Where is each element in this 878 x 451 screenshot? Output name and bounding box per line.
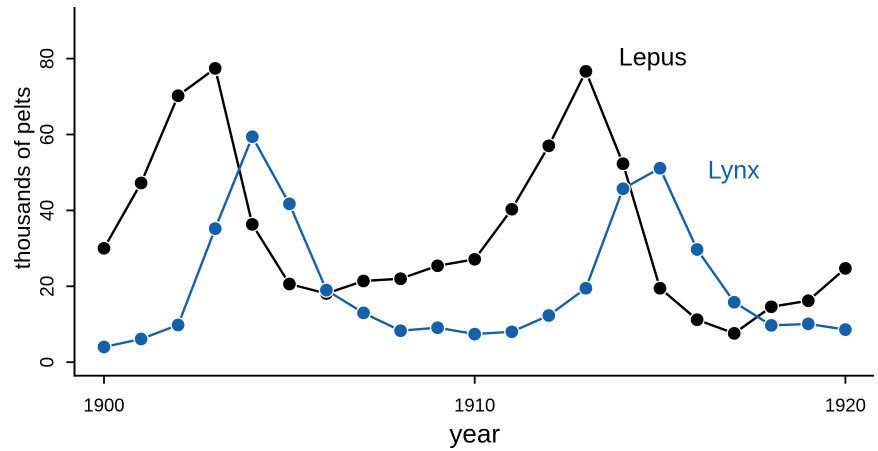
svg-text:1920: 1920	[825, 395, 866, 416]
svg-text:thousands of pelts: thousands of pelts	[10, 87, 35, 270]
svg-text:1910: 1910	[454, 395, 495, 416]
svg-text:1900: 1900	[83, 395, 124, 416]
svg-text:Lynx: Lynx	[708, 156, 760, 184]
svg-text:Lepus: Lepus	[619, 43, 687, 71]
svg-text:40: 40	[38, 200, 59, 221]
svg-text:0: 0	[38, 357, 59, 368]
svg-text:80: 80	[38, 48, 59, 69]
svg-text:60: 60	[38, 124, 59, 145]
svg-text:year: year	[449, 418, 500, 448]
svg-text:20: 20	[38, 276, 59, 297]
